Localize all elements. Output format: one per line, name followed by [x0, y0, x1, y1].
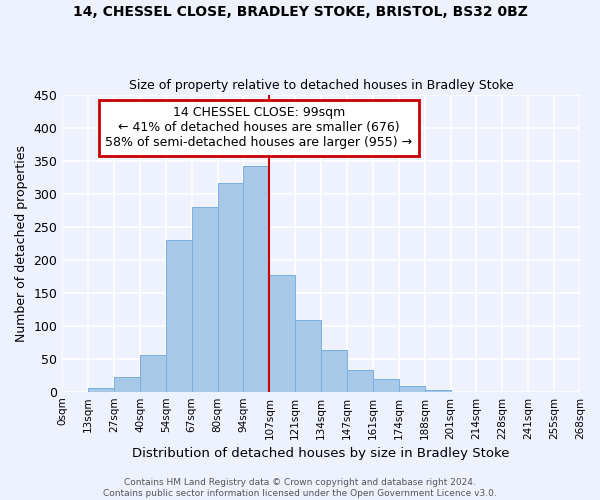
Bar [399, 386, 425, 392]
Text: Contains HM Land Registry data © Crown copyright and database right 2024.
Contai: Contains HM Land Registry data © Crown c… [103, 478, 497, 498]
Bar [140, 356, 166, 392]
Bar [373, 379, 399, 392]
Title: Size of property relative to detached houses in Bradley Stoke: Size of property relative to detached ho… [129, 79, 514, 92]
Bar [295, 320, 321, 392]
Bar [269, 275, 295, 392]
Y-axis label: Number of detached properties: Number of detached properties [15, 144, 28, 342]
X-axis label: Distribution of detached houses by size in Bradley Stoke: Distribution of detached houses by size … [133, 447, 510, 460]
Bar [218, 183, 244, 392]
Bar [166, 240, 192, 392]
Bar [321, 350, 347, 392]
Bar [425, 390, 451, 392]
Bar [192, 207, 218, 392]
Bar [88, 388, 114, 392]
Bar [347, 370, 373, 392]
Text: 14 CHESSEL CLOSE: 99sqm
← 41% of detached houses are smaller (676)
58% of semi-d: 14 CHESSEL CLOSE: 99sqm ← 41% of detache… [106, 106, 413, 150]
Bar [244, 166, 269, 392]
Text: 14, CHESSEL CLOSE, BRADLEY STOKE, BRISTOL, BS32 0BZ: 14, CHESSEL CLOSE, BRADLEY STOKE, BRISTO… [73, 5, 527, 19]
Bar [114, 377, 140, 392]
